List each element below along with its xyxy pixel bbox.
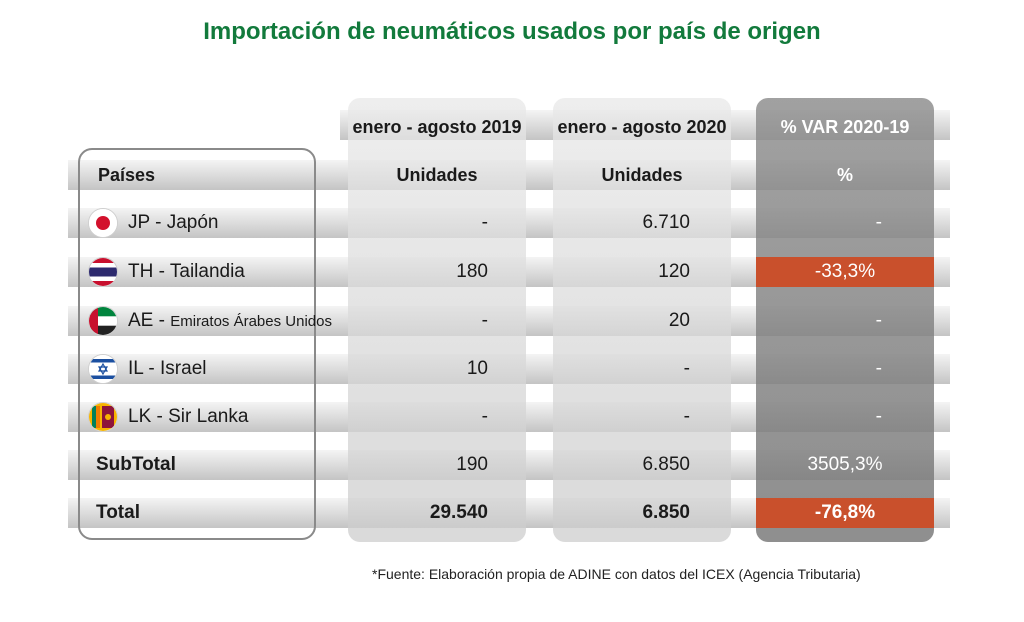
country-name-th: TH - Tailandia [128,261,245,282]
value-2019-il: 10 [466,358,488,379]
subtotal-label: SubTotal [96,454,176,475]
column-header-units-2019: Unidades [396,165,478,185]
sri-lanka-flag-icon [88,402,118,432]
country-name-jp: JP - Japón [128,212,219,233]
highlight-cell-th-variation [756,257,934,287]
source-note: *Fuente: Elaboración propia de ADINE con… [372,566,861,582]
value-2019-jp: - [481,212,488,233]
highlight-cell-total-variation [756,498,934,528]
total-2019: 29.540 [429,502,488,523]
column-panel-2019 [348,98,526,542]
period-header-2019: enero - agosto 2019 [352,117,522,137]
country-name-lk: LK - Sir Lanka [128,406,249,427]
value-2020-jp: 6.710 [642,212,690,233]
value-2019-lk: - [481,406,488,427]
variation-jp: - [875,212,882,233]
column-panel-2020 [553,98,731,542]
variation-il: - [875,358,882,379]
thailand-flag-icon [88,257,118,287]
value-2019-th: 180 [456,261,488,282]
total-variation: -76,8% [814,502,876,523]
column-panel-variation [756,98,934,542]
column-header-percent: % [836,165,853,185]
value-2019-ae: - [481,310,488,331]
uae-flag-icon [88,306,118,336]
country-name-ae: AE - Emiratos Árabes Unidos [128,310,332,331]
subtotal-2019: 190 [456,454,488,475]
variation-th: -33,3% [814,261,876,282]
column-header-units-2020: Unidades [601,165,683,185]
country-name-il: IL - Israel [128,358,207,379]
total-label: Total [96,502,140,523]
variation-ae: - [875,310,882,331]
period-header-variation: % VAR 2020-19 [780,117,910,137]
value-2020-lk: - [683,406,690,427]
japan-flag-icon [88,208,118,238]
subtotal-variation: 3505,3% [807,454,883,475]
column-header-countries: Países [98,165,156,185]
subtotal-2020: 6.850 [642,454,690,475]
value-2020-th: 120 [658,261,690,282]
variation-lk: - [875,406,882,427]
chart-title: Importación de neumáticos usados por paí… [203,18,821,45]
value-2020-il: - [683,358,690,379]
value-2020-ae: 20 [668,310,690,331]
country-column-frame [78,148,316,540]
israel-flag-icon [88,354,118,384]
total-2020: 6.850 [642,502,690,523]
period-header-2020: enero - agosto 2020 [557,117,727,137]
